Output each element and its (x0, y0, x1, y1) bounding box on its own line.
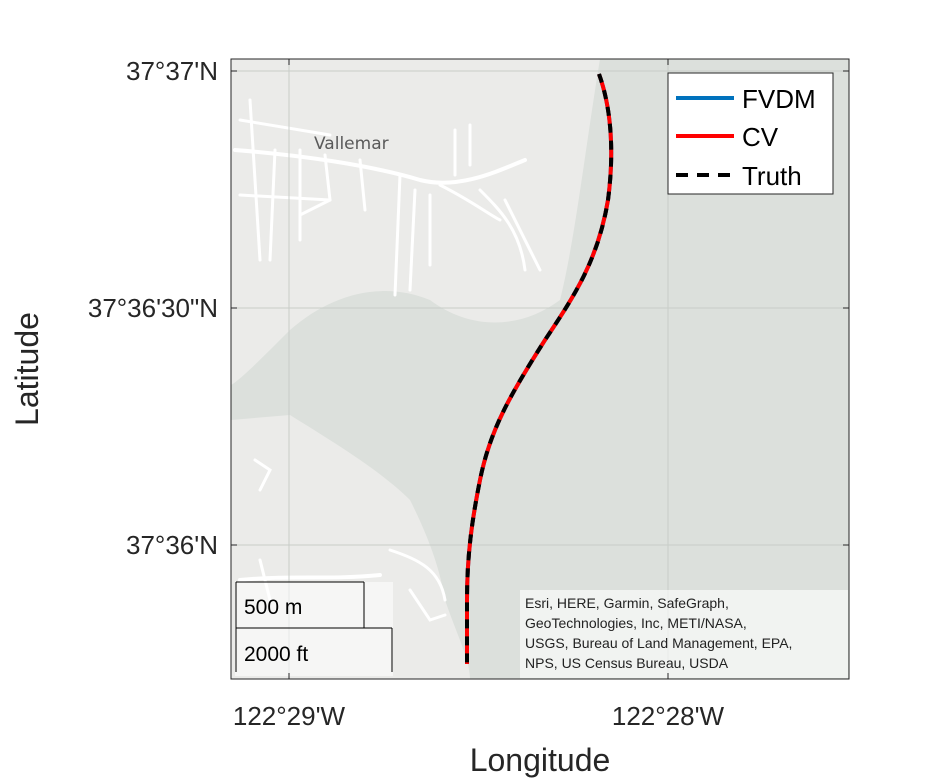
road (388, 548, 447, 602)
road (238, 573, 382, 582)
road (238, 193, 332, 202)
road (393, 173, 402, 297)
road (408, 188, 417, 292)
attribution-line-4: NPS, US Census Bureau, USDA (525, 655, 729, 671)
legend: FVDM CV Truth (667, 72, 834, 195)
road (478, 188, 527, 272)
attribution-line-1: Esri, HERE, Garmin, SafeGraph, (525, 595, 729, 611)
legend-label-fvdm: FVDM (742, 84, 816, 114)
attribution: Esri, HERE, Garmin, SafeGraph, GeoTechno… (520, 590, 848, 678)
road (248, 98, 262, 262)
y-tick-label: 37°37'N (126, 56, 218, 86)
legend-label-truth: Truth (742, 161, 802, 191)
gridlines (231, 59, 849, 679)
y-axis-title: Latitude (9, 312, 45, 426)
road (358, 158, 367, 212)
road (323, 153, 332, 202)
road (503, 198, 542, 272)
road (438, 183, 502, 222)
x-axis-title: Longitude (470, 742, 611, 778)
truth-track (465, 73, 614, 664)
scale-bar: 500 m 2000 ft (235, 581, 393, 676)
attribution-line-3: USGS, Bureau of Land Management, EPA, (525, 635, 792, 651)
attribution-line-2: GeoTechnologies, Inc, METI/NASA, (525, 615, 747, 631)
legend-label-cv: CV (742, 122, 779, 152)
road (298, 198, 332, 217)
land-north (231, 59, 600, 385)
road (253, 458, 272, 492)
trajectories (465, 73, 614, 664)
axes-frame (230, 58, 850, 680)
x-tick-label: 122°28'W (612, 701, 725, 731)
scale-metric-label: 500 m (244, 596, 302, 619)
y-tick-label: 37°36'30"N (88, 293, 218, 323)
x-tick-label: 122°29'W (233, 701, 346, 731)
road (238, 118, 332, 137)
road (268, 148, 277, 262)
y-tick-label: 37°36'N (126, 530, 218, 560)
scale-imperial-label: 2000 ft (244, 643, 308, 666)
place-label-vallemar: Vallemar (314, 134, 389, 154)
tick-marks (231, 59, 849, 679)
road-network (233, 98, 542, 622)
road (408, 588, 447, 622)
legend-box (667, 72, 834, 195)
